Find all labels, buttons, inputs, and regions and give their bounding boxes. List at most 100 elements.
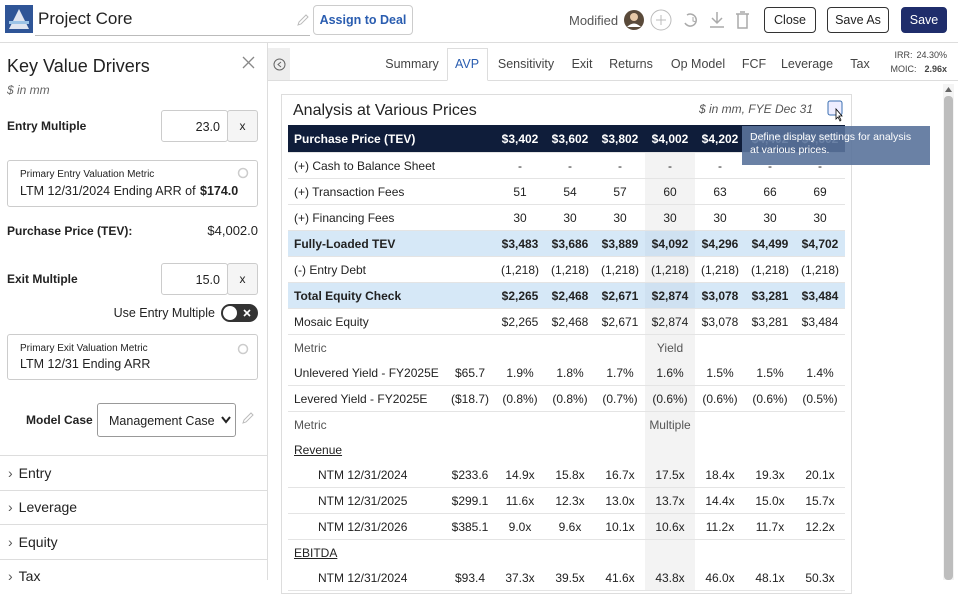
- cell-value: (1,218): [501, 263, 539, 277]
- base-value: $233.6: [452, 468, 489, 482]
- cell-value: 14.4x: [705, 494, 734, 508]
- value: $4,002.0: [207, 223, 258, 238]
- base-cell: $65.7: [445, 360, 495, 386]
- row-label-text: NTM 12/31/2024: [318, 571, 407, 585]
- cell: 1.4%: [795, 360, 845, 386]
- cell-value: $3,483: [502, 237, 539, 251]
- assign-button[interactable]: Assign to Deal: [313, 5, 413, 35]
- row-label: (-) Entry Debt: [288, 257, 445, 283]
- tab[interactable]: Exit: [572, 57, 593, 71]
- base-value: ($18.7): [451, 392, 489, 406]
- input[interactable]: 23.0: [161, 110, 228, 142]
- cell: (1,218): [595, 257, 645, 283]
- cell-value: 66: [763, 185, 776, 199]
- tab[interactable]: Op Model: [671, 57, 725, 71]
- gear-icon[interactable]: [237, 167, 249, 179]
- tab[interactable]: Leverage: [781, 57, 833, 71]
- cell-value: (0.6%): [652, 392, 687, 406]
- cell-value: -: [668, 159, 672, 173]
- tab[interactable]: Sensitivity: [498, 57, 554, 71]
- cell-value: 1.6%: [656, 366, 683, 380]
- tab[interactable]: FCF: [742, 57, 766, 71]
- settings-icon[interactable]: [826, 99, 846, 123]
- select[interactable]: Management Case: [97, 403, 236, 437]
- row-label-text: (+) Financing Fees: [294, 211, 394, 225]
- table-row: NTM 12/31/2024$93.437.3x39.5x41.6x43.8x4…: [288, 565, 845, 591]
- close-button[interactable]: Close: [764, 7, 816, 33]
- edit-icon[interactable]: [241, 411, 255, 425]
- cell: $2,468: [545, 309, 595, 335]
- cell: 12.2x: [795, 514, 845, 540]
- cell: 16.7x: [595, 462, 645, 488]
- cell: (0.6%): [745, 386, 795, 412]
- cell-value: 48.1x: [755, 571, 784, 585]
- edit-icon[interactable]: [296, 13, 310, 27]
- row-label: Total Equity Check: [288, 283, 445, 309]
- tab[interactable]: AVP: [455, 57, 479, 71]
- tab[interactable]: Summary: [385, 57, 438, 71]
- moic-label: MOIC:: [890, 64, 916, 74]
- chevron: ›: [8, 568, 13, 584]
- table-row: (+) Transaction Fees51545760636669: [288, 179, 845, 205]
- cell-value: 9.6x: [559, 520, 582, 534]
- cell-value: 57: [613, 185, 626, 199]
- cell-value: $2,468: [552, 289, 589, 303]
- cell-value: (0.6%): [752, 392, 787, 406]
- cell: [695, 540, 745, 566]
- cell-value: $3,484: [802, 315, 839, 329]
- cell: 10.6x: [645, 514, 695, 540]
- cell: 30: [545, 205, 595, 231]
- toolbar-icons: [623, 8, 753, 32]
- header-cell: $3,402: [495, 125, 545, 153]
- section-toggle[interactable]: ›Leverage: [0, 490, 267, 524]
- base-value: $93.4: [455, 571, 485, 585]
- gear-icon[interactable]: [237, 343, 249, 355]
- project-title[interactable]: Project Core: [38, 9, 132, 29]
- base-cell: [445, 335, 495, 361]
- base-cell: $233.6: [445, 462, 495, 488]
- row-label: NTM 12/31/2024: [288, 565, 445, 591]
- cell-value: 51: [513, 185, 526, 199]
- save-button[interactable]: Save: [901, 7, 947, 33]
- cell: 11.2x: [695, 514, 745, 540]
- cell: [495, 437, 545, 462]
- irr: IRR:24.30%: [894, 50, 947, 60]
- table-row: Total Equity Check$2,265$2,468$2,671$2,8…: [288, 283, 845, 309]
- section-label: Equity: [19, 534, 58, 550]
- scroll-thumb[interactable]: [944, 96, 953, 580]
- table-row: (-) Entry Debt(1,218)(1,218)(1,218)(1,21…: [288, 257, 845, 283]
- cell: 19.3x: [745, 462, 795, 488]
- toggle[interactable]: [221, 304, 259, 322]
- base-cell: $93.4: [445, 565, 495, 591]
- cell-value: 15.7x: [805, 494, 834, 508]
- cell: (1,218): [745, 257, 795, 283]
- cell: [695, 437, 745, 462]
- tab-rule: [268, 80, 958, 81]
- base-cell: $299.1: [445, 488, 495, 514]
- base-cell: [445, 179, 495, 205]
- cell: -: [545, 153, 595, 179]
- row-label-text: NTM 12/31/2025: [318, 494, 407, 508]
- cell-value: 30: [813, 211, 826, 225]
- cell: 20.1x: [795, 462, 845, 488]
- cell: 1.6%: [645, 360, 695, 386]
- header-cell: $4,002: [645, 125, 695, 153]
- tab[interactable]: Tax: [850, 57, 869, 71]
- cell: [495, 412, 545, 438]
- save-as-button[interactable]: Save As: [827, 7, 889, 33]
- close-icon[interactable]: [242, 56, 255, 69]
- scroll-up[interactable]: [944, 85, 953, 93]
- input[interactable]: 15.0: [161, 263, 228, 295]
- section-toggle[interactable]: ›Equity: [0, 524, 267, 558]
- section-toggle[interactable]: ›Tax: [0, 559, 267, 593]
- cell-value: 12.3x: [555, 494, 584, 508]
- row-label: Unlevered Yield - FY2025E: [288, 360, 445, 386]
- section-toggle[interactable]: ›Entry: [0, 455, 267, 489]
- cell: [795, 335, 845, 361]
- card-units: $ in mm, FYE Dec 31: [699, 102, 813, 116]
- tab[interactable]: Returns: [609, 57, 653, 71]
- row-label-text: Unlevered Yield - FY2025E: [294, 366, 439, 380]
- cell: [695, 412, 745, 438]
- row-label: Fully-Loaded TEV: [288, 231, 445, 257]
- cell: [795, 437, 845, 462]
